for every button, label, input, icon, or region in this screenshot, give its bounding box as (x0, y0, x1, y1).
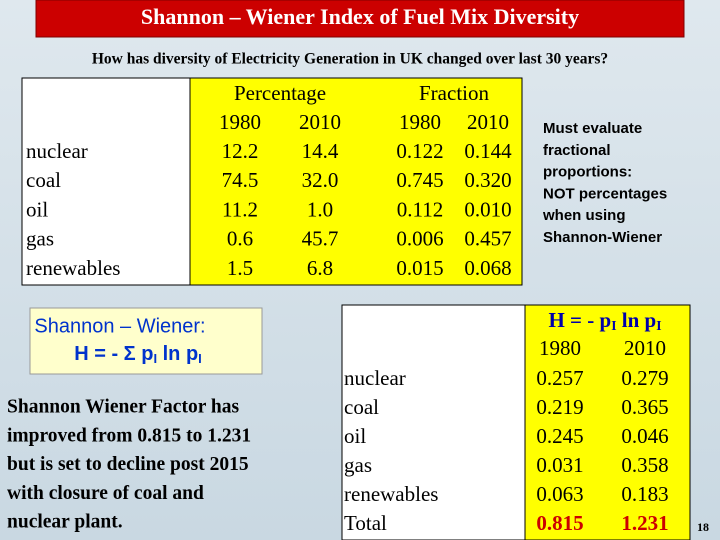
fuel-name: gas (26, 227, 54, 251)
fuel-name: nuclear (26, 139, 88, 163)
fuel-name: renewables (26, 256, 120, 280)
fuel-value: 0.457 (464, 227, 511, 251)
index-value: 0.031 (536, 453, 583, 477)
subtitle: How has diversity of Electricity Generat… (92, 51, 608, 68)
year-header: 2010 (467, 110, 509, 134)
summary-line: nuclear plant. (7, 512, 123, 533)
page-number: 18 (697, 520, 709, 534)
index-heading: H = - pI ln pI (548, 308, 661, 333)
fuel-value: 0.6 (227, 227, 253, 251)
index-heading-sub: I (656, 318, 661, 333)
fuel-value: 74.5 (222, 168, 259, 192)
fuel-name: coal (26, 168, 61, 192)
index-fuel: oil (344, 424, 366, 448)
title: Shannon – Wiener Index of Fuel Mix Diver… (141, 4, 579, 29)
fuel-value: 0.745 (396, 168, 443, 192)
year-header: 2010 (299, 110, 341, 134)
formula: H = - Σ pI ln pI (74, 343, 202, 366)
index-value: 0.358 (621, 453, 668, 477)
index-value: 0.257 (536, 366, 583, 390)
index-fuel: coal (344, 395, 379, 419)
note-line: NOT percentages (543, 185, 667, 202)
fuel-value: 11.2 (222, 197, 258, 221)
index-value: 0.279 (621, 366, 668, 390)
index-value: 0.219 (536, 395, 583, 419)
index-year: 1980 (539, 336, 581, 360)
group-header: Percentage (234, 81, 326, 105)
fuel-value-box (189, 77, 523, 286)
year-header: 1980 (399, 110, 441, 134)
fuel-label-box (21, 77, 191, 286)
fuel-value: 45.7 (302, 227, 339, 251)
summary-line: Shannon Wiener Factor has (7, 396, 239, 417)
fuel-value: 0.320 (464, 168, 511, 192)
year-header: 1980 (219, 110, 261, 134)
fuel-value: 32.0 (302, 168, 339, 192)
fuel-value: 0.122 (396, 139, 443, 163)
fuel-value: 0.144 (464, 139, 512, 163)
fuel-value: 0.010 (464, 197, 511, 221)
fuel-value: 6.8 (307, 256, 333, 280)
fuel-value: 0.015 (396, 256, 443, 280)
index-heading-part: ln p (617, 308, 657, 332)
fuel-value: 1.0 (307, 197, 333, 221)
formula-sub: I (153, 351, 157, 366)
index-heading-part: H = - p (548, 308, 611, 332)
index-fuel: nuclear (344, 366, 406, 390)
index-fuel: gas (344, 453, 372, 477)
index-value: 0.063 (536, 482, 583, 506)
formula-box (29, 307, 263, 375)
note-line: Shannon-Wiener (543, 229, 662, 246)
formula-sub: I (198, 351, 202, 366)
index-total-label: Total (344, 511, 387, 535)
fuel-value: 1.5 (227, 256, 253, 280)
summary-line: but is set to decline post 2015 (7, 454, 249, 475)
note-line: Must evaluate (543, 120, 642, 137)
fuel-value: 12.2 (222, 139, 259, 163)
note-line: fractional (543, 142, 611, 159)
index-year: 2010 (624, 336, 666, 360)
fuel-value: 0.068 (464, 256, 511, 280)
index-value: 0.183 (621, 482, 668, 506)
fuel-value: 14.4 (302, 139, 339, 163)
index-label-box (341, 304, 526, 540)
index-value: 0.046 (621, 424, 668, 448)
index-value: 0.365 (621, 395, 668, 419)
index-fuel: renewables (344, 482, 438, 506)
index-value-box (524, 304, 691, 540)
fuel-name: oil (26, 197, 48, 221)
note-line: proportions: (543, 164, 632, 181)
fuel-value: 0.112 (397, 197, 443, 221)
formula-title: Shannon – Wiener: (34, 315, 205, 337)
fuel-value: 0.006 (396, 227, 443, 251)
index-total: 0.815 (536, 511, 583, 535)
summary-line: with closure of coal and (7, 483, 204, 504)
note-line: when using (542, 207, 626, 224)
summary-line: improved from 0.815 to 1.231 (7, 425, 251, 446)
group-header: Fraction (419, 81, 489, 105)
index-total: 1.231 (621, 511, 668, 535)
formula-part: H = - Σ p (74, 343, 153, 365)
title-box (35, 0, 685, 38)
formula-part: ln p (157, 343, 198, 365)
index-value: 0.245 (536, 424, 583, 448)
index-heading-sub: I (611, 318, 616, 333)
